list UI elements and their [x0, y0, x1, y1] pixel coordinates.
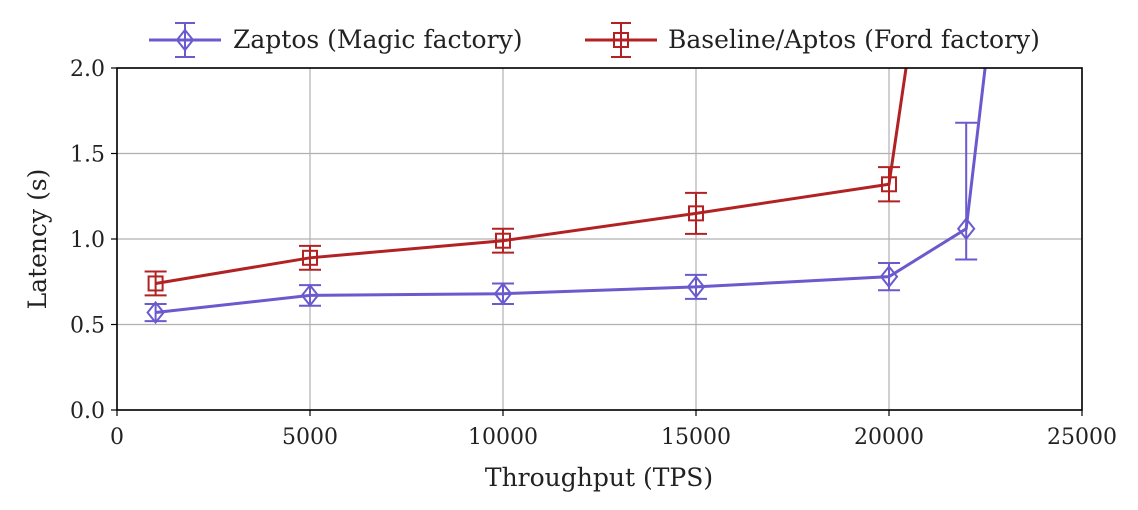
- data-point: [688, 205, 704, 222]
- series-layer: [144, 68, 987, 325]
- data-point: [147, 275, 164, 292]
- data-point: [879, 265, 899, 289]
- data-point: [956, 217, 976, 241]
- x-tick-label: 10000: [468, 425, 538, 450]
- grid: [116, 67, 1083, 411]
- x-tick-label: 25000: [1047, 425, 1117, 450]
- legend-label-zaptos: Zaptos (Magic factory): [233, 25, 522, 54]
- x-tick-label: 15000: [661, 425, 731, 450]
- y-axis-label: Latency (s): [23, 169, 52, 310]
- legend-label-baseline: Baseline/Aptos (Ford factory): [668, 25, 1040, 54]
- ticks: 0 5000 10000 15000 20000 25000 0.0 0.5 1.0 1.5 2.0: [70, 57, 1117, 450]
- data-point: [495, 232, 511, 249]
- data-point: [302, 249, 318, 266]
- y-tick-label: 2.0: [70, 57, 105, 82]
- y-tick-label: 1.5: [70, 143, 105, 168]
- legend-item-zaptos: Zaptos (Magic factory): [149, 22, 522, 58]
- y-tick-label: 0.0: [70, 399, 105, 424]
- x-tick-label: 5000: [282, 425, 338, 450]
- series-line: [155, 68, 908, 285]
- legend-marker-square-icon: [613, 32, 629, 48]
- series-baseline: [144, 68, 908, 297]
- data-point: [493, 282, 513, 306]
- series-zaptos: [144, 68, 987, 325]
- data-point: [300, 283, 320, 308]
- y-tick-label: 1.0: [70, 228, 105, 253]
- data-point: [146, 300, 165, 325]
- legend-item-baseline: Baseline/Aptos (Ford factory): [585, 22, 1040, 58]
- x-tick-label: 20000: [854, 425, 924, 450]
- x-tick-label: 0: [110, 425, 124, 450]
- legend-marker-diamond-icon: [175, 28, 195, 52]
- data-point: [686, 275, 706, 299]
- data-point: [881, 176, 897, 193]
- y-tick-label: 0.5: [70, 314, 105, 339]
- legend: Zaptos (Magic factory) Baseline/Aptos (F…: [149, 22, 1040, 58]
- x-axis-label: Throughput (TPS): [485, 463, 713, 492]
